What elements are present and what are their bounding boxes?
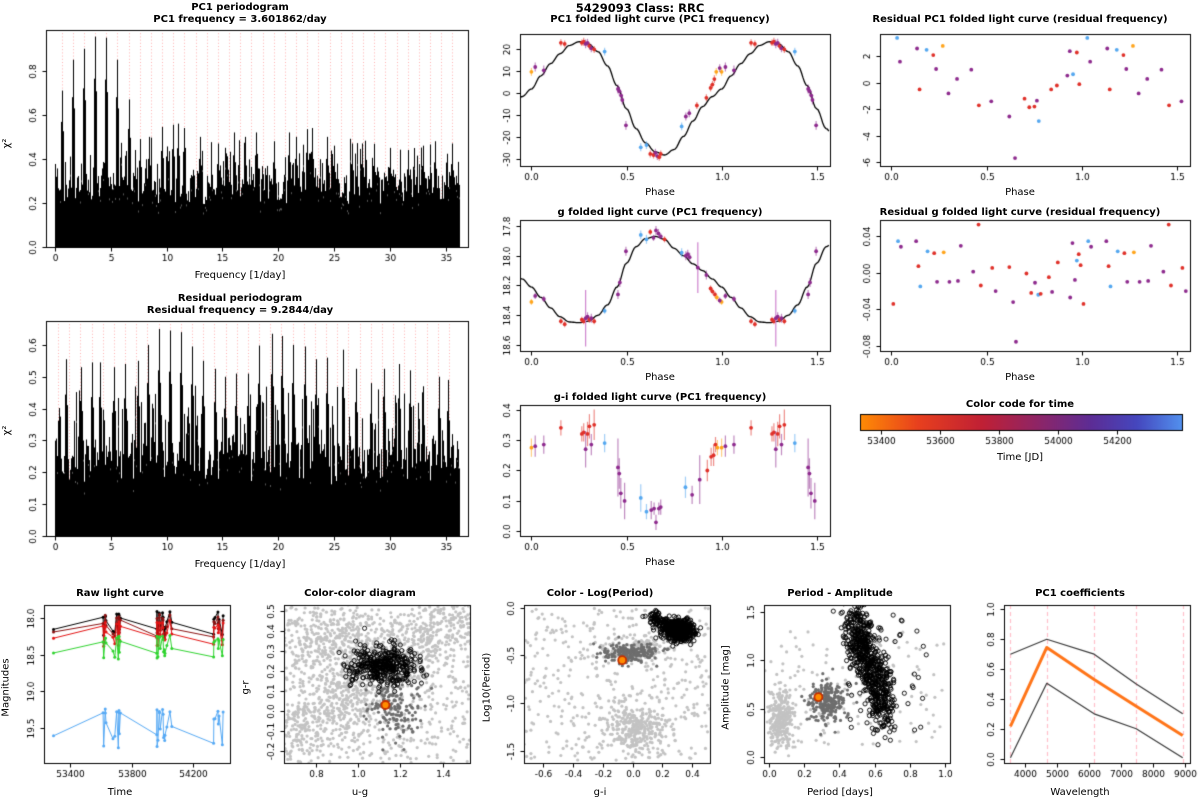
period-amplitude-canvas <box>720 575 960 800</box>
raw-light-curve-xlabel: Time <box>107 787 133 798</box>
color-logperiod-panel: Color - Log(Period) g-i Log10(Period) <box>480 575 720 800</box>
pc1-periodogram-ylabel: χ² <box>0 138 12 149</box>
residual-periodogram-canvas <box>0 287 480 574</box>
residual-periodogram-ylabel: χ² <box>0 425 12 436</box>
color-logperiod-canvas <box>480 575 720 800</box>
pc1-folded-xlabel: Phase <box>645 187 675 198</box>
pc1-coefficients-canvas <box>960 575 1200 800</box>
residual-g-folded-title: Residual g folded light curve (residual … <box>879 207 1161 218</box>
time-colorbar-title: Color code for time <box>965 399 1075 410</box>
raw-light-curve-canvas <box>0 575 240 800</box>
pc1-folded-panel: PC1 folded light curve (PC1 frequency) P… <box>480 12 840 200</box>
pc1-coefficients-title: PC1 coefficients <box>1035 588 1125 599</box>
gi-folded-canvas <box>480 385 840 570</box>
gi-folded-panel: g-i folded light curve (PC1 frequency) P… <box>480 385 840 570</box>
color-logperiod-xlabel: g-i <box>593 787 607 798</box>
residual-periodogram-title: Residual periodogram <box>177 293 303 304</box>
color-color-diagram-panel: Color-color diagram u-g g-r <box>240 575 480 800</box>
period-amplitude-ylabel: Amplitude [mag] <box>721 645 733 730</box>
pc1-periodogram-title: PC1 periodogram <box>191 2 289 13</box>
pc1-periodogram-xlabel: Frequency [1/day] <box>194 270 286 281</box>
pc1-coefficients-panel: PC1 coefficients Wavelength <box>960 575 1200 800</box>
residual-g-folded-xlabel: Phase <box>1005 372 1035 383</box>
residual-pc1-folded-canvas <box>840 12 1200 200</box>
color-color-diagram-xlabel: u-g <box>351 787 369 798</box>
pc1-periodogram-panel: PC1 periodogram PC1 frequency = 3.601862… <box>0 0 480 287</box>
pc1-folded-title: PC1 folded light curve (PC1 frequency) <box>550 14 770 25</box>
residual-periodogram-panel: Residual periodogram Residual frequency … <box>0 287 480 574</box>
color-color-diagram-title: Color-color diagram <box>304 588 416 599</box>
object-id-class-title: 5429093 Class: RRC <box>575 1 705 15</box>
g-folded-canvas <box>480 200 840 385</box>
residual-g-folded-canvas <box>840 200 1200 385</box>
period-amplitude-xlabel: Period [days] <box>807 787 873 798</box>
residual-pc1-folded-xlabel: Phase <box>1005 187 1035 198</box>
raw-light-curve-title: Raw light curve <box>76 588 164 599</box>
period-amplitude-panel: Period - Amplitude Period [days] Amplitu… <box>720 575 960 800</box>
time-colorbar-xlabel: Time [JD] <box>996 452 1044 463</box>
residual-pc1-folded-panel: Residual PC1 folded light curve (residua… <box>840 12 1200 200</box>
raw-light-curve-ylabel: Magnitudes <box>1 658 13 717</box>
g-folded-xlabel: Phase <box>645 372 675 383</box>
pc1-folded-canvas <box>480 12 840 200</box>
pc1-coefficients-xlabel: Wavelength <box>1050 787 1110 798</box>
g-folded-title: g folded light curve (PC1 frequency) <box>557 207 763 218</box>
residual-g-folded-panel: Residual g folded light curve (residual … <box>840 200 1200 385</box>
raw-light-curve-panel: Raw light curve Time Magnitudes <box>0 575 240 800</box>
time-colorbar-canvas <box>840 392 1200 497</box>
residual-pc1-folded-title: Residual PC1 folded light curve (residua… <box>872 14 1168 25</box>
pc1-periodogram-subtitle: PC1 frequency = 3.601862/day <box>153 14 327 25</box>
color-logperiod-title: Color - Log(Period) <box>546 588 654 599</box>
color-color-diagram-ylabel: g-r <box>241 680 253 695</box>
gi-folded-title: g-i folded light curve (PC1 frequency) <box>553 392 767 403</box>
color-logperiod-ylabel: Log10(Period) <box>481 652 493 723</box>
residual-periodogram-subtitle: Residual frequency = 9.2844/day <box>146 305 334 316</box>
time-colorbar-panel: Color code for time Time [JD] <box>840 392 1200 497</box>
gi-folded-xlabel: Phase <box>645 557 675 568</box>
period-amplitude-title: Period - Amplitude <box>787 588 893 599</box>
color-color-diagram-canvas <box>240 575 480 800</box>
residual-periodogram-xlabel: Frequency [1/day] <box>194 559 286 570</box>
g-folded-panel: g folded light curve (PC1 frequency) Pha… <box>480 200 840 385</box>
pc1-periodogram-canvas <box>0 0 480 287</box>
